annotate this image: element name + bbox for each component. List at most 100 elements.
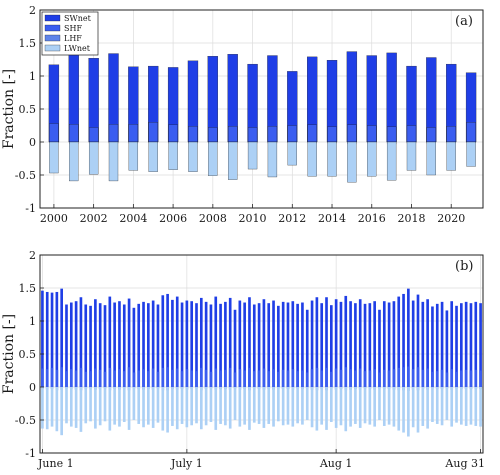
bar-swnet <box>147 303 150 387</box>
bar-lwnet <box>89 387 92 422</box>
bar-lwnet <box>185 387 189 428</box>
bar-shf <box>118 369 121 387</box>
bar-shf <box>69 124 79 143</box>
bar-shf <box>214 368 218 387</box>
panel-b-y-ticks: -1 -0.5 0 0.5 1 1.5 2 <box>15 249 36 460</box>
bar-swnet <box>455 305 458 387</box>
bar-lwnet <box>113 387 116 425</box>
bar-swnet <box>344 295 348 387</box>
bar-swnet <box>219 303 222 387</box>
x-tick-label: 2012 <box>278 212 306 225</box>
bar-shf <box>132 372 136 387</box>
bar-lwnet <box>148 141 158 172</box>
bar-lwnet <box>392 387 396 427</box>
bar-shf <box>267 371 271 387</box>
bar-shf <box>286 370 290 387</box>
bar-swnet <box>79 297 83 387</box>
bar-swnet <box>243 302 246 387</box>
bar-lwnet <box>214 387 218 430</box>
bar-shf <box>161 367 165 387</box>
bar-swnet <box>108 296 112 387</box>
bar-shf <box>416 367 420 387</box>
bar-lwnet <box>320 387 324 425</box>
bar-swnet <box>233 309 237 387</box>
bar-swnet <box>50 292 54 387</box>
bar-lwnet <box>195 387 198 424</box>
bar-swnet <box>262 299 266 387</box>
bar-swnet <box>228 297 232 387</box>
bar-lwnet <box>440 387 444 426</box>
bar-shf <box>41 368 44 387</box>
bar-swnet <box>469 303 473 387</box>
legend-label-lwnet: LWnet <box>64 44 91 53</box>
bar-swnet <box>435 303 439 387</box>
bar-lwnet <box>88 141 99 175</box>
bar-swnet <box>325 297 328 387</box>
bar-shf <box>233 372 237 387</box>
bar-swnet <box>440 301 444 387</box>
y-tick-label: 1 <box>29 70 36 83</box>
bar-shf <box>363 371 367 387</box>
bar-lwnet <box>69 387 73 427</box>
bar-lwnet <box>354 387 357 424</box>
bar-shf <box>474 369 478 387</box>
bar-lwnet <box>204 387 208 426</box>
bar-shf <box>296 371 299 387</box>
bar-swnet <box>310 300 314 387</box>
bar-lwnet <box>349 387 352 427</box>
bar-lwnet <box>363 387 367 424</box>
bar-swnet <box>45 291 49 387</box>
panel-b-axes <box>39 254 484 454</box>
bar-swnet <box>416 294 420 387</box>
bar-swnet <box>387 302 391 387</box>
panel-a-x-ticks: 2000 2002 2004 2006 2008 2010 2012 2014 2016 2018… <box>40 212 465 225</box>
bar-lwnet <box>474 387 478 426</box>
legend-swatch-shf <box>44 24 61 32</box>
bar-shf <box>344 367 348 387</box>
bar-lwnet <box>108 141 119 182</box>
bar-shf <box>190 370 194 387</box>
x-tick-label: Aug 31 <box>444 457 485 470</box>
bar-shf <box>349 369 352 387</box>
bar-swnet <box>204 301 208 387</box>
bar-lwnet <box>41 387 44 429</box>
y-tick-label: -1 <box>25 202 36 215</box>
x-tick-label: 2014 <box>318 212 346 225</box>
axes-box <box>39 9 484 209</box>
bar-lwnet <box>190 387 194 426</box>
bar-swnet <box>103 305 107 387</box>
bar-swnet <box>166 293 169 387</box>
bar-shf <box>252 371 256 387</box>
bar-lwnet <box>307 141 317 177</box>
bar-lwnet <box>168 141 178 170</box>
bar-shf <box>479 370 482 387</box>
bar-shf <box>426 368 429 387</box>
bar-lwnet <box>267 387 271 424</box>
bar-swnet <box>74 301 78 387</box>
x-tick-label: 2010 <box>239 212 267 225</box>
bar-swnet <box>84 304 88 387</box>
y-tick-label: 0.5 <box>19 348 37 361</box>
bar-lwnet <box>291 387 295 427</box>
bar-shf <box>151 368 155 387</box>
panel-a-y-axis-label: Fraction [-] <box>1 69 17 149</box>
bar-lwnet <box>466 141 476 167</box>
panel-b-x-ticks: June 1 July 1 Aug 1 Aug 31 <box>37 457 485 470</box>
bar-swnet <box>286 302 290 387</box>
bar-swnet <box>171 299 174 387</box>
bar-shf <box>103 371 107 387</box>
bar-swnet <box>277 305 280 387</box>
bar-lwnet <box>431 387 434 422</box>
bar-swnet <box>426 299 429 387</box>
bar-shf <box>84 371 88 387</box>
bar-swnet <box>479 303 482 387</box>
panel-a-bars <box>48 51 477 183</box>
y-tick-label: 1 <box>29 315 36 328</box>
bar-lwnet <box>469 387 473 425</box>
bar-shf <box>238 369 242 387</box>
bar-shf <box>397 367 401 387</box>
x-tick-label: 2008 <box>199 212 227 225</box>
bar-shf <box>45 369 49 387</box>
legend-label-swnet: SWnet <box>64 14 92 23</box>
